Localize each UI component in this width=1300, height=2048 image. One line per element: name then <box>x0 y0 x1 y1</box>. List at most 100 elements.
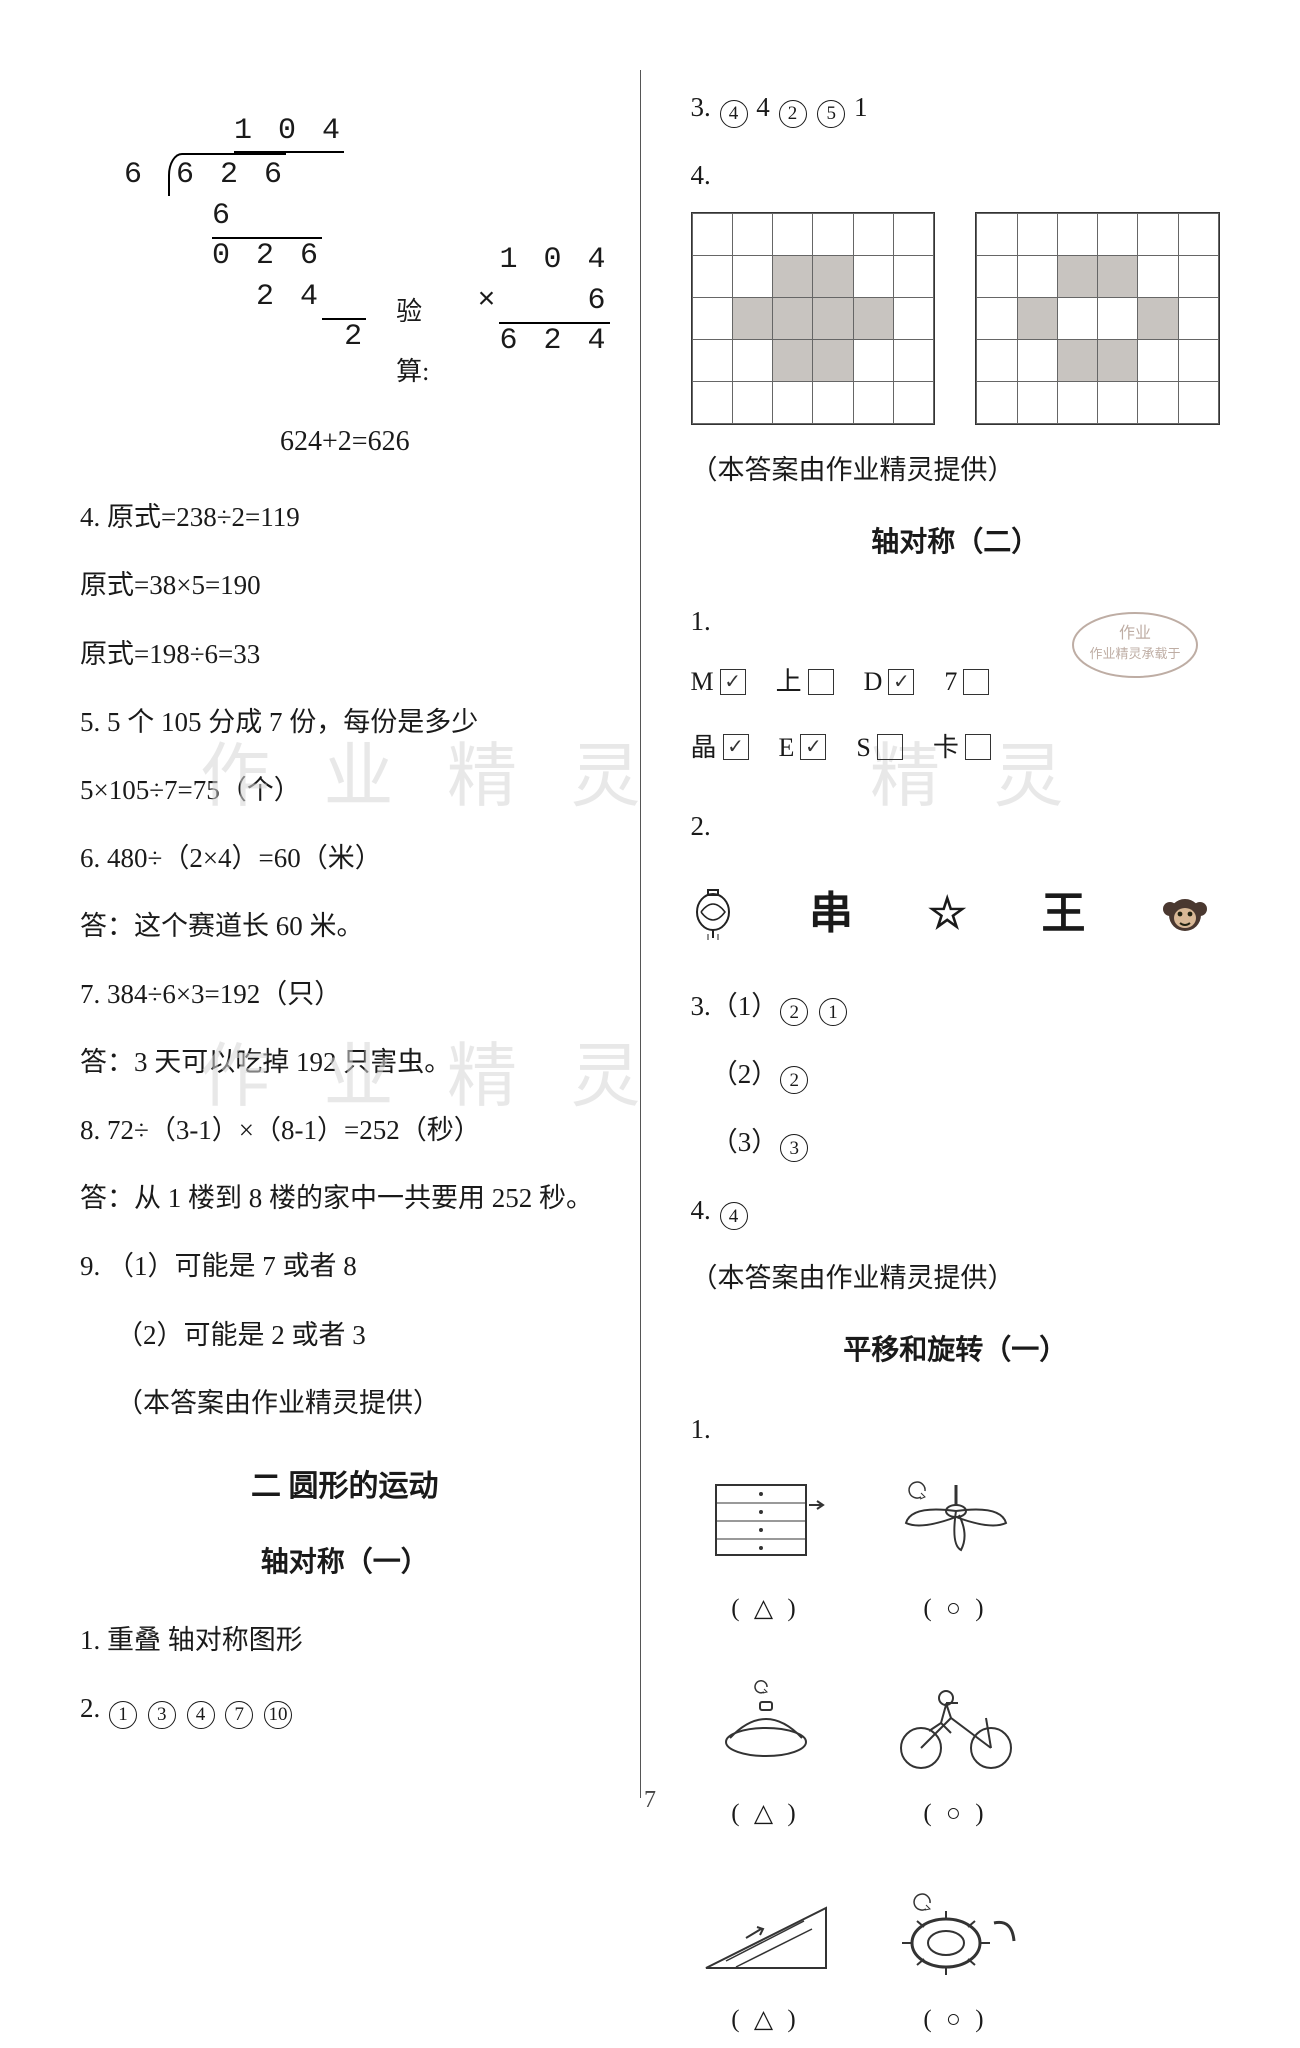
q4-line: 原式=38×5=190 <box>80 554 610 616</box>
grid-cell <box>773 382 813 424</box>
q8-eq: 8. 72÷（3-1）×（8-1）=252（秒） <box>80 1099 610 1161</box>
picture-caption: ( ○ ) <box>923 1991 987 2048</box>
fan-icon <box>881 1466 1031 1574</box>
division-verify-row: 1 0 4 6 6 2 6 6 0 2 6 2 4 2 验算: 1 0 4 × … <box>80 70 610 402</box>
grid-cell <box>1178 214 1218 256</box>
r-q3-prefix: 3. <box>691 92 718 122</box>
letter-row: M✓上D✓7 <box>691 652 1221 712</box>
grid-2 <box>975 212 1220 425</box>
circled-number: 4 <box>720 100 748 128</box>
grid-cell <box>1138 382 1178 424</box>
q3b-line: 3.（1）2 1 <box>691 975 1221 1037</box>
grid-cell <box>893 382 933 424</box>
symbol-char: ☆ <box>928 863 967 964</box>
section-title: 二 圆形的运动 <box>80 1452 610 1521</box>
grid-cell <box>813 340 853 382</box>
verify-label: 验算: <box>396 282 447 402</box>
grid-cell <box>1057 382 1097 424</box>
grid-cell <box>1098 256 1138 298</box>
q7-ans: 答：3 天可以吃掉 192 只害虫。 <box>80 1031 610 1093</box>
picture-caption: ( ○ ) <box>923 1785 987 1843</box>
multiplication-check: 1 0 4 × 6 6 2 4 <box>477 200 609 403</box>
q6-ans: 答：这个赛道长 60 米。 <box>80 895 610 957</box>
grid-cell <box>893 214 933 256</box>
ld-step: 0 2 6 <box>212 239 322 273</box>
circled-number: 5 <box>817 100 845 128</box>
grid-row <box>691 212 1221 425</box>
grid-cell <box>1138 256 1178 298</box>
letter-item: 晶✓ <box>691 718 749 778</box>
page-container: 1 0 4 6 6 2 6 6 0 2 6 2 4 2 验算: 1 0 4 × … <box>50 70 1250 1798</box>
q9-2: （2）可能是 2 或者 3 <box>80 1304 610 1366</box>
sym1-a2: 2. 1 3 4 7 10 <box>80 1677 610 1739</box>
grid-cell <box>1138 340 1178 382</box>
grid-cell <box>853 298 893 340</box>
monkey-icon <box>1160 889 1210 939</box>
letter-item: E✓ <box>779 718 827 778</box>
mult-prod: 6 2 4 <box>499 324 609 358</box>
grid-cell <box>773 256 813 298</box>
picture-caption: ( △ ) <box>731 1785 799 1843</box>
grid-cell <box>1017 256 1057 298</box>
verify-equation: 624+2=626 <box>280 410 610 474</box>
grid-cell <box>1017 214 1057 256</box>
grid-cell <box>893 256 933 298</box>
grid-1 <box>691 212 936 425</box>
letter-item: 上 <box>776 652 834 712</box>
long-division: 1 0 4 6 6 2 6 6 0 2 6 2 4 2 <box>80 70 366 398</box>
grid-cell <box>1138 298 1178 340</box>
grid-cell <box>1098 382 1138 424</box>
letter-row: 晶✓ E✓ S 卡 <box>691 718 1221 778</box>
symbol-row: 串☆王 <box>691 863 1211 964</box>
q5-eq: 5×105÷7=75（个） <box>80 759 610 821</box>
picture-cell: ( ○ ) <box>881 1671 1031 1843</box>
letter-label: 卡 <box>933 718 959 778</box>
letter-item: M✓ <box>691 652 746 712</box>
a2-prefix: 2. <box>80 1693 107 1723</box>
sym1-a1: 1. 重叠 轴对称图形 <box>80 1609 610 1671</box>
picture-cell: ( ○ ) <box>881 1877 1031 2048</box>
subsection-title: 平移和旋转（一） <box>691 1319 1221 1383</box>
q9-1: 9. （1）可能是 7 或者 8 <box>80 1235 610 1297</box>
grid-cell <box>1138 214 1178 256</box>
grid-cell <box>813 214 853 256</box>
checkbox-icon: ✓ <box>723 734 749 760</box>
q3b-line: （2）2 <box>691 1043 1221 1105</box>
grid-cell <box>853 214 893 256</box>
letters-q: 1. <box>691 590 1221 652</box>
grid-cell <box>692 298 732 340</box>
letter-item: S <box>856 718 902 778</box>
subsection-title: 轴对称（一） <box>80 1531 610 1595</box>
r-q4-label: 4. <box>691 144 1221 206</box>
picture-grid: ( △ )( ○ )( △ )( ○ )( △ )( ○ ) <box>691 1466 1221 2048</box>
grid-cell <box>773 214 813 256</box>
grid-cell <box>977 340 1017 382</box>
q4-line: 原式=198÷6=33 <box>80 623 610 685</box>
letter-label: 上 <box>776 652 802 712</box>
grid-cell <box>893 298 933 340</box>
grid-cell <box>893 340 933 382</box>
circled-number: 2 <box>780 1066 808 1094</box>
circled-number: 7 <box>225 1701 253 1729</box>
r-q4b: 4. 4 <box>691 1179 1221 1241</box>
letter-label: S <box>856 718 870 778</box>
circled-number: 2 <box>779 100 807 128</box>
picture-caption: ( ○ ) <box>923 1580 987 1638</box>
grid-cell <box>1178 298 1218 340</box>
symbol-char: 王 <box>1041 863 1085 964</box>
checkbox-icon <box>877 734 903 760</box>
grid-cell <box>1098 340 1138 382</box>
r-q3: 3. 4 4 2 5 1 <box>691 76 1221 138</box>
picture-cell: ( ○ ) <box>881 1466 1031 1638</box>
grid-cell <box>732 256 772 298</box>
r-q2-label: 2. <box>691 795 1221 857</box>
circled-number: 10 <box>264 1701 292 1729</box>
subsection-title: 轴对称（二） <box>691 511 1221 575</box>
q7-eq: 7. 384÷6×3=192（只） <box>80 963 610 1025</box>
grid-cell <box>1098 298 1138 340</box>
grid-cell <box>732 340 772 382</box>
grid-cell <box>1057 340 1097 382</box>
grid-cell <box>853 382 893 424</box>
right-column: 3. 4 4 2 5 1 4. （本答案由作业精灵提供） 轴对称（二） 1. M… <box>641 70 1251 1798</box>
grid-cell <box>1178 340 1218 382</box>
